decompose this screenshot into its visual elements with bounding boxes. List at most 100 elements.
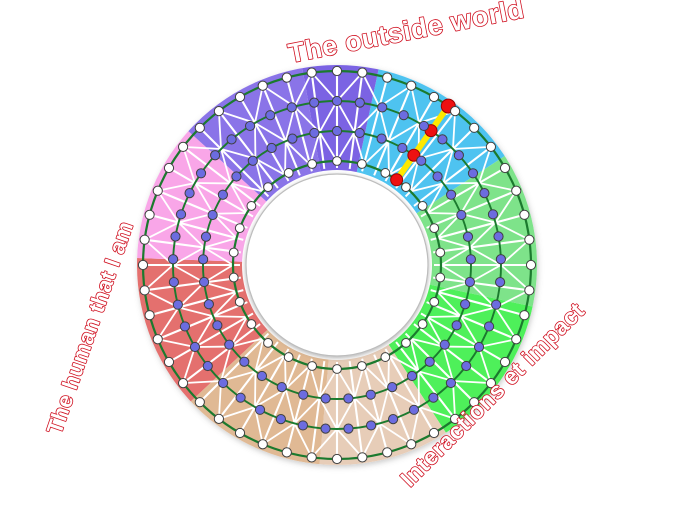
graph-node[interactable] bbox=[307, 361, 318, 371]
graph-node[interactable] bbox=[332, 156, 342, 166]
graph-node[interactable] bbox=[432, 171, 443, 182]
graph-node[interactable] bbox=[307, 159, 318, 169]
graph-node[interactable] bbox=[485, 377, 497, 389]
graph-node[interactable] bbox=[167, 254, 179, 265]
graph-node[interactable] bbox=[343, 423, 354, 434]
graph-node[interactable] bbox=[257, 80, 268, 91]
graph-node[interactable] bbox=[356, 159, 367, 169]
graph-node[interactable] bbox=[382, 447, 393, 458]
graph-node[interactable] bbox=[416, 155, 427, 166]
graph-node[interactable] bbox=[460, 299, 471, 310]
graph-node[interactable] bbox=[184, 188, 195, 199]
graph-node[interactable] bbox=[417, 201, 428, 211]
graph-node[interactable] bbox=[320, 423, 331, 434]
graph-node[interactable] bbox=[163, 356, 175, 368]
graph-node[interactable] bbox=[212, 320, 223, 331]
graph-node[interactable] bbox=[189, 341, 201, 353]
graph-node[interactable] bbox=[297, 420, 309, 431]
graph-node[interactable] bbox=[198, 276, 210, 288]
graph-node[interactable] bbox=[445, 377, 457, 389]
graph-node[interactable] bbox=[487, 209, 499, 220]
graph-node[interactable] bbox=[398, 110, 409, 121]
graph-node[interactable] bbox=[519, 209, 530, 220]
graph-node[interactable] bbox=[281, 447, 292, 458]
graph-node[interactable] bbox=[309, 127, 320, 139]
graph-node[interactable] bbox=[525, 259, 537, 271]
graph-node[interactable] bbox=[224, 339, 235, 350]
graph-node[interactable] bbox=[406, 370, 418, 382]
graph-node[interactable] bbox=[376, 133, 387, 144]
graph-node[interactable] bbox=[239, 356, 250, 367]
graph-node[interactable] bbox=[446, 189, 457, 200]
graph-node[interactable] bbox=[228, 272, 239, 283]
graph-node[interactable] bbox=[283, 352, 294, 362]
graph-node[interactable] bbox=[210, 150, 221, 161]
graph-node[interactable] bbox=[331, 65, 343, 77]
graph-node[interactable] bbox=[408, 404, 420, 415]
graph-nodes[interactable] bbox=[137, 65, 537, 465]
graph-node[interactable] bbox=[331, 453, 343, 465]
graph-node[interactable] bbox=[283, 168, 294, 178]
graph-node[interactable] bbox=[365, 420, 377, 431]
graph-node[interactable] bbox=[139, 285, 150, 296]
graph-node[interactable] bbox=[435, 247, 446, 258]
graph-node[interactable] bbox=[499, 356, 511, 368]
graph-node[interactable] bbox=[331, 125, 343, 137]
graph-node[interactable] bbox=[519, 310, 530, 321]
graph-node[interactable] bbox=[306, 67, 317, 78]
graph-node[interactable] bbox=[451, 320, 462, 331]
graph-node[interactable] bbox=[257, 439, 268, 450]
graph-node[interactable] bbox=[217, 189, 228, 200]
graph-node[interactable] bbox=[437, 134, 448, 145]
graph-node[interactable] bbox=[418, 120, 430, 132]
graph-node[interactable] bbox=[235, 392, 246, 403]
graph-node[interactable] bbox=[172, 299, 183, 310]
graph-node[interactable] bbox=[453, 150, 464, 161]
graph-node[interactable] bbox=[354, 97, 365, 108]
graph-node[interactable] bbox=[406, 439, 417, 450]
graph-node[interactable] bbox=[256, 370, 268, 382]
graph-node[interactable] bbox=[387, 382, 398, 393]
graph-node[interactable] bbox=[462, 231, 474, 242]
graph-node[interactable] bbox=[483, 321, 495, 332]
graph-node[interactable] bbox=[524, 234, 535, 245]
graph-node[interactable] bbox=[177, 141, 189, 153]
graph-node[interactable] bbox=[424, 356, 435, 367]
graph-node[interactable] bbox=[435, 272, 446, 283]
graph-node[interactable] bbox=[491, 299, 502, 310]
graph-node[interactable] bbox=[275, 414, 287, 425]
graph-node[interactable] bbox=[246, 319, 257, 329]
graph-node[interactable] bbox=[382, 72, 393, 83]
graph-node[interactable] bbox=[467, 168, 479, 179]
graph-node[interactable] bbox=[380, 352, 391, 362]
graph-node[interactable] bbox=[137, 259, 149, 271]
graph-node[interactable] bbox=[265, 110, 276, 121]
graph-node[interactable] bbox=[217, 377, 229, 389]
graph-node[interactable] bbox=[428, 427, 440, 439]
graph-node[interactable] bbox=[276, 382, 287, 393]
graph-node[interactable] bbox=[213, 413, 225, 425]
graph-node[interactable] bbox=[429, 223, 440, 234]
graph-node[interactable] bbox=[406, 80, 417, 91]
graph-node[interactable] bbox=[465, 254, 476, 265]
graph-node[interactable] bbox=[177, 377, 189, 389]
graph-node[interactable] bbox=[175, 209, 187, 220]
graph-node[interactable] bbox=[357, 452, 368, 463]
graph-node[interactable] bbox=[228, 247, 239, 258]
graph-node[interactable] bbox=[168, 277, 179, 288]
graph-node[interactable] bbox=[401, 337, 411, 348]
graph-node[interactable] bbox=[247, 155, 258, 166]
graph-node[interactable] bbox=[357, 67, 368, 78]
graph-node[interactable] bbox=[144, 209, 155, 220]
graph-node[interactable] bbox=[234, 427, 246, 439]
graph-node[interactable] bbox=[461, 360, 472, 372]
graph-node[interactable] bbox=[380, 168, 391, 178]
graph-node[interactable] bbox=[439, 339, 450, 350]
graph-node[interactable] bbox=[469, 397, 480, 408]
graph-node[interactable] bbox=[479, 188, 490, 199]
graph-node[interactable] bbox=[495, 254, 507, 265]
graph-node[interactable] bbox=[263, 182, 273, 193]
graph-node[interactable] bbox=[198, 254, 209, 265]
graph-node[interactable] bbox=[194, 122, 205, 133]
graph-node[interactable] bbox=[309, 97, 320, 108]
